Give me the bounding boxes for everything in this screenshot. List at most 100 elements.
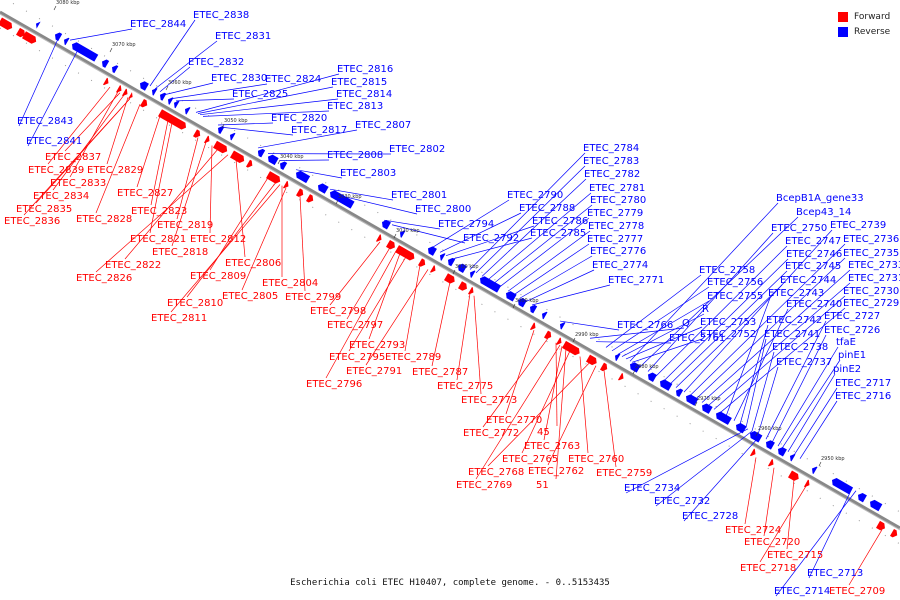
- reverse-leader-62: [733, 308, 789, 421]
- reverse-leader-11: [18, 34, 61, 127]
- forward-leader-24: [346, 247, 391, 320]
- legend-reverse: Reverse: [838, 24, 890, 39]
- reverse-gene-label: ETEC_2841: [26, 136, 82, 147]
- forward-leader-25: [368, 253, 401, 340]
- reverse-gene-69: [648, 372, 657, 382]
- forward-leader-13: [171, 141, 207, 247]
- forward-gene-61: [544, 330, 552, 340]
- forward-leader-47: [759, 485, 807, 563]
- reverse-gene-11: [160, 92, 167, 101]
- reverse-gene-9: [140, 81, 149, 91]
- reverse-leader-14: [257, 129, 358, 149]
- reverse-leader-25: [445, 225, 535, 257]
- reverse-leader-15: [27, 45, 81, 147]
- forward-gene-label: ETEC_2839: [28, 165, 84, 176]
- reverse-gene-15: [218, 126, 225, 134]
- forward-leader-33: [505, 330, 535, 415]
- reverse-gene-label: ETEC_2803: [340, 168, 396, 179]
- reverse-gene-label: ETEC_2741: [764, 329, 820, 340]
- forward-leader-43: [555, 348, 567, 480]
- forward-gene-label: ETEC_2798: [310, 306, 366, 317]
- reverse-gene-label: ETEC_2717: [835, 378, 891, 389]
- reverse-gene-34: [268, 154, 279, 166]
- forward-leader-11: [149, 122, 173, 234]
- forward-leader-12: [209, 145, 213, 234]
- gene-arrows: [0, 17, 898, 538]
- forward-gene-label: ETEC_2805: [222, 291, 278, 302]
- reverse-gene-68: [630, 362, 641, 373]
- reverse-gene-label: ETEC_2813: [327, 101, 383, 112]
- reverse-gene-label: ETEC_2816: [337, 64, 393, 75]
- forward-leader-23: [170, 184, 281, 313]
- reverse-gene-label: ETEC_2716: [835, 391, 891, 402]
- forward-leader-45: [763, 467, 775, 537]
- forward-gene-label: ETEC_2772: [463, 428, 519, 439]
- reverse-gene-label: ETEC_2739: [830, 220, 886, 231]
- reverse-gene-71: [676, 388, 684, 398]
- reverse-leader-45: [683, 229, 833, 393]
- forward-gene-label: ETEC_2827: [117, 188, 173, 199]
- reverse-gene-label: ETEC_2838: [193, 10, 249, 21]
- reverse-gene-label: ETEC_2758: [699, 265, 755, 276]
- tick-label-13: 2950 kbp: [821, 456, 845, 462]
- reverse-guide: [5, 0, 900, 513]
- genome-axis-shadow: [0, 13, 900, 531]
- forward-leader-38: [579, 356, 589, 454]
- reverse-leader-36: [525, 269, 595, 302]
- tick-label-7: 3010 kbp: [455, 264, 479, 270]
- reverse-leader-31: [493, 204, 593, 284]
- forward-gene-57: [444, 273, 455, 284]
- forward-gene-label: ETEC_2828: [76, 214, 132, 225]
- reverse-leader-4: [164, 82, 214, 95]
- reverse-leader-17: [279, 159, 330, 161]
- reverse-gene-label: ETEC_2733: [848, 260, 900, 271]
- forward-leader-20: [299, 195, 306, 292]
- forward-leader-28: [365, 269, 429, 366]
- reverse-gene-label: ETEC_2734: [624, 483, 680, 494]
- reverse-gene-label: ETEC_2747: [785, 236, 841, 247]
- reverse-leader-44: [675, 284, 783, 388]
- forward-gene-27: [230, 150, 245, 163]
- reverse-leader-2: [154, 40, 218, 90]
- reverse-gene-70: [660, 379, 673, 391]
- reverse-gene-label: ETEC_2729: [843, 298, 899, 309]
- forward-leader-27: [404, 264, 421, 352]
- reverse-leader-63: [739, 324, 769, 425]
- reverse-gene-label: ETEC_2786: [532, 216, 588, 227]
- forward-gene-label: ETEC_2833: [50, 178, 106, 189]
- reverse-gene-51: [560, 322, 566, 330]
- forward-gene-63: [562, 340, 580, 356]
- reverse-leader-47: [695, 257, 846, 400]
- reverse-gene-label: ETEC_2761: [669, 333, 725, 344]
- reverse-gene-72: [686, 394, 699, 406]
- forward-gene-59: [468, 286, 474, 295]
- reverse-gene-label: ETEC_2752: [700, 329, 756, 340]
- reverse-leader-24: [439, 212, 522, 253]
- forward-leader-3: [69, 91, 119, 178]
- forward-leader-36: [543, 346, 563, 441]
- forward-leader-0: [64, 92, 121, 152]
- reverse-gene-label: ETEC_2731: [848, 273, 900, 284]
- reverse-gene-label: ETEC_2742: [766, 315, 822, 326]
- reverse-gene-label: ETEC_2815: [331, 77, 387, 88]
- reverse-leader-23: [431, 199, 510, 248]
- reverse-gene-label: ETEC_2728: [682, 511, 738, 522]
- forward-gene-84: [750, 448, 756, 457]
- forward-gene-label: ETEC_2760: [568, 454, 624, 465]
- reverse-gene-label: ETEC_2732: [654, 496, 710, 507]
- reverse-gene-label: ETEC_2750: [771, 223, 827, 234]
- reverse-leader-29: [481, 178, 587, 277]
- reverse-gene-50: [542, 311, 548, 320]
- reverse-gene-label: ETEC_2790: [507, 190, 563, 201]
- reverse-leader-41: [655, 245, 788, 377]
- forward-gene-62: [556, 337, 562, 345]
- forward-gene-label: 45: [537, 427, 550, 438]
- reverse-gene-81: [832, 478, 854, 495]
- reverse-gene-7: [102, 59, 110, 68]
- reverse-leader-1: [149, 19, 196, 87]
- reverse-gene-label: ETEC_2844: [130, 19, 186, 30]
- forward-leader-31: [456, 293, 471, 381]
- forward-gene-label: ETEC_2821: [130, 234, 186, 245]
